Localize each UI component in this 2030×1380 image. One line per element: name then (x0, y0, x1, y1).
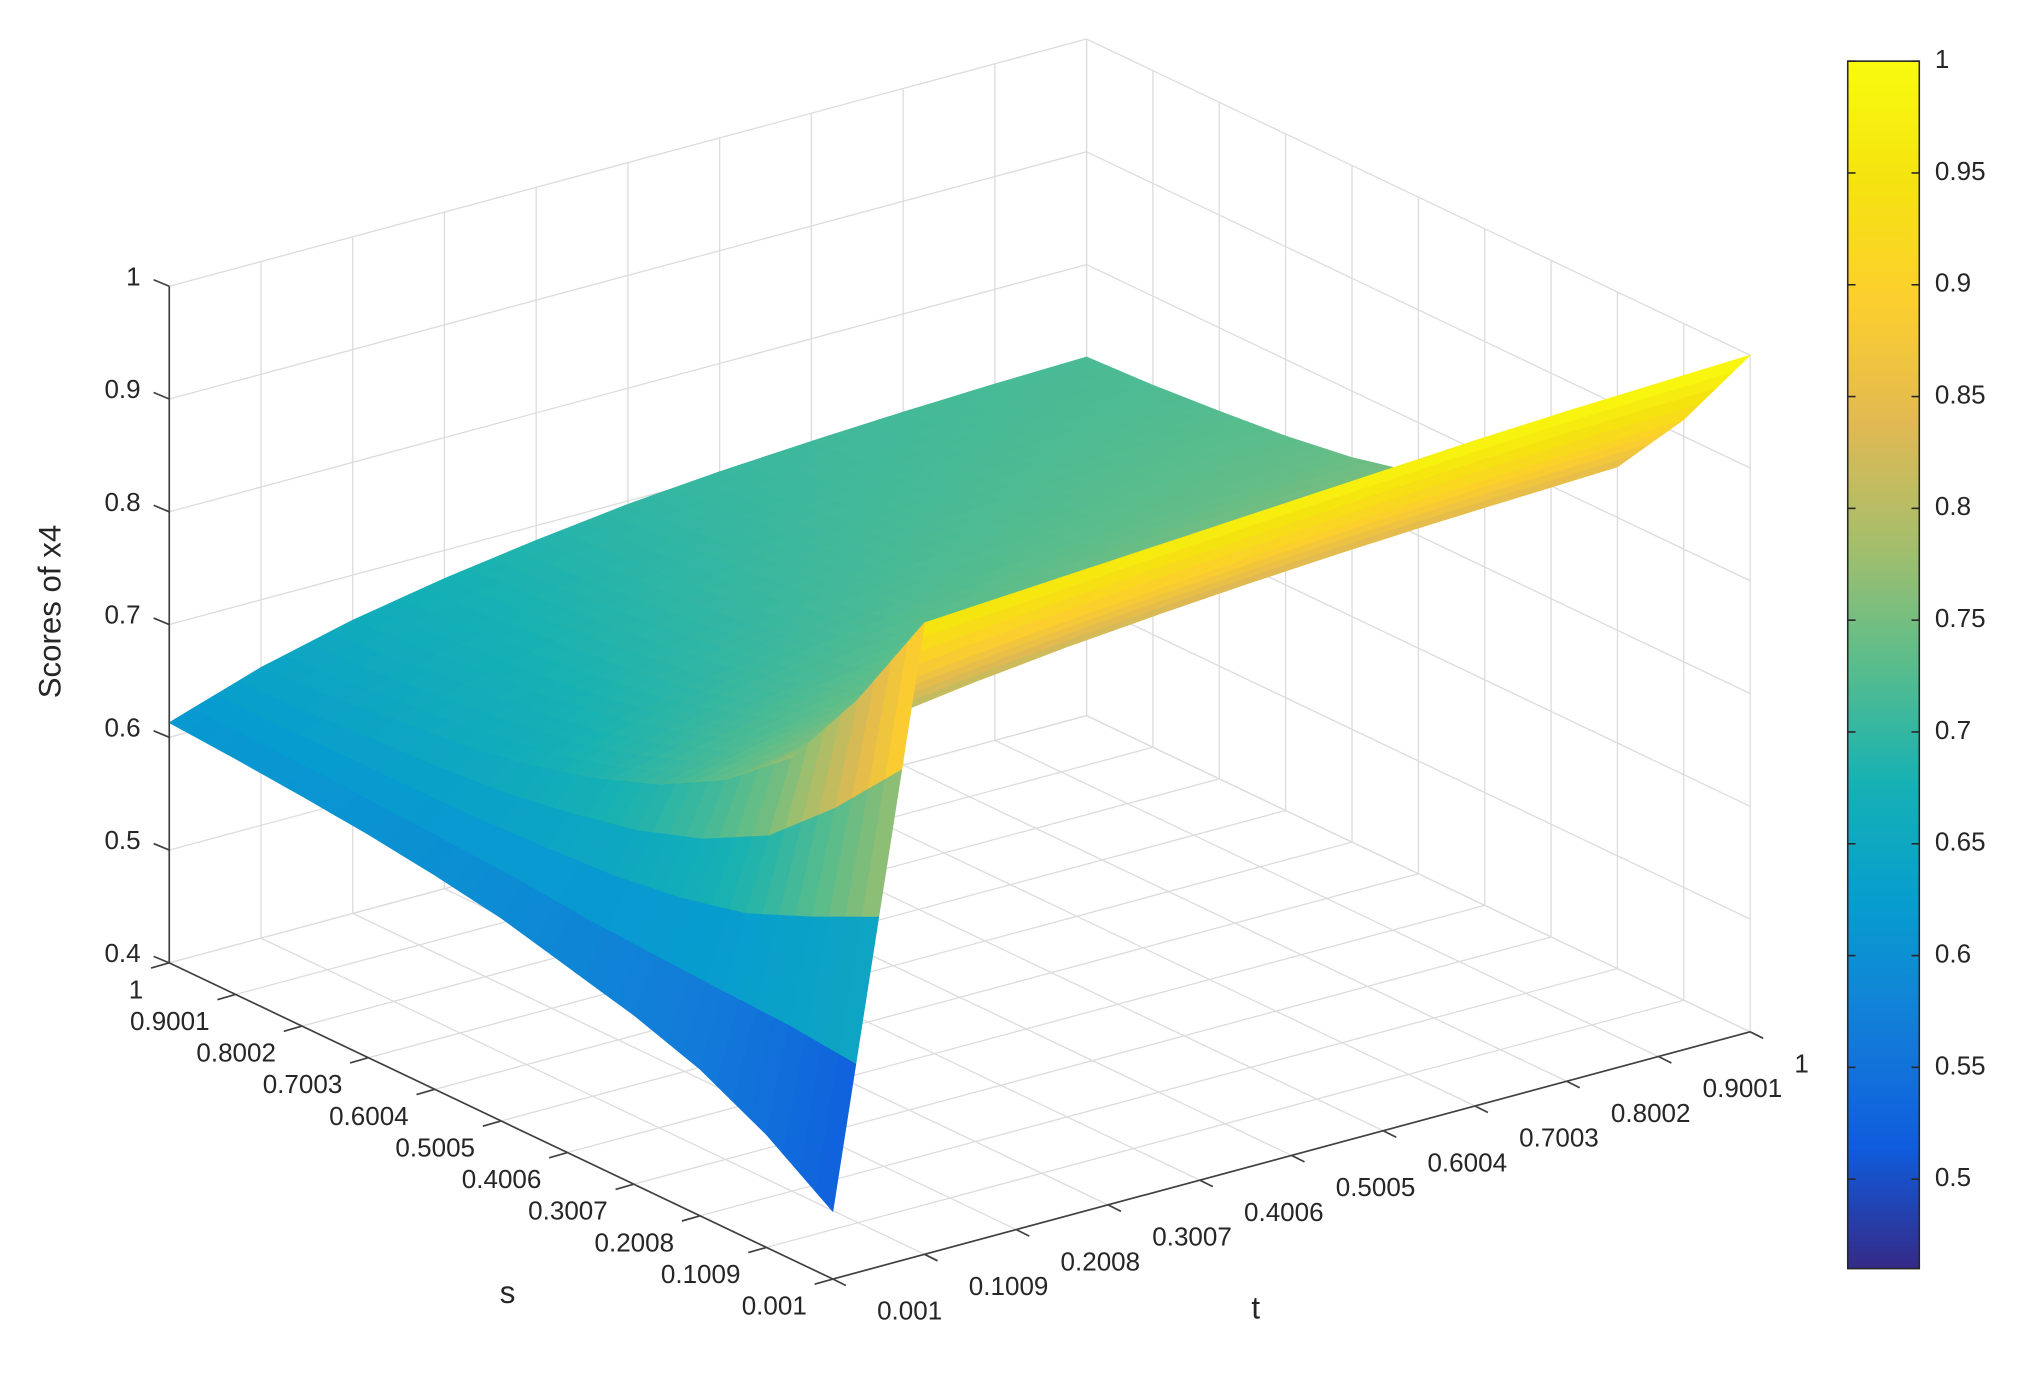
grid-line (169, 151, 1087, 400)
grid-line (169, 38, 1087, 287)
y-tick-label: 0.5005 (395, 1132, 475, 1162)
colorbar-tick-label: 1 (1935, 44, 1949, 74)
x-tick (1749, 1031, 1764, 1040)
colorbar-tick-label: 0.85 (1935, 379, 1986, 409)
colorbar-tick-label: 0.9 (1935, 268, 1971, 298)
y-tick (814, 1278, 834, 1286)
x-tick-label: 1 (1794, 1049, 1808, 1079)
x-tick-label: 0.1009 (969, 1271, 1049, 1301)
x-tick-label: 0.3007 (1152, 1222, 1232, 1252)
x-tick (1474, 1105, 1489, 1114)
grid-line (994, 739, 1659, 1058)
y-tick-label: 0.7003 (263, 1069, 343, 1099)
grid-line (1086, 263, 1751, 582)
y-tick (681, 1214, 701, 1222)
y-tick (349, 1056, 369, 1064)
grid-line (352, 912, 1017, 1231)
z-tick-label: 0.9 (104, 374, 140, 404)
z-tick-label: 0.7 (104, 600, 140, 630)
y-tick (217, 993, 236, 1001)
colorbar-tick-label: 0.55 (1935, 1050, 1986, 1080)
colorbar (1846, 60, 1921, 1270)
x-tick (1107, 1204, 1122, 1213)
x-tick-label: 0.4006 (1244, 1197, 1324, 1227)
grid-line (1086, 602, 1751, 920)
x-tick (832, 1278, 847, 1287)
y-tick-label: 0.1009 (661, 1259, 741, 1289)
z-axis-label: Scores of x4 (32, 525, 67, 699)
x-tick-label: 0.2008 (1061, 1246, 1141, 1276)
colorbar-tick-label: 0.7 (1935, 715, 1971, 745)
z-tick (153, 504, 170, 513)
z-tick (153, 278, 170, 288)
y-tick (283, 1025, 303, 1033)
axes: 0.40.50.60.70.80.910.0010.10090.20080.30… (104, 261, 1808, 1325)
y-tick (548, 1151, 568, 1159)
y-tick (416, 1088, 435, 1096)
z-tick-label: 0.4 (104, 938, 140, 968)
x-tick-label: 0.8002 (1611, 1098, 1691, 1128)
y-tick-label: 0.2008 (595, 1227, 675, 1257)
x-axis-label: t (1251, 1291, 1260, 1326)
z-tick-label: 0.5 (104, 825, 140, 855)
y-tick-label: 0.9001 (130, 1006, 210, 1036)
x-tick (1658, 1055, 1672, 1064)
colorbar-tick-label: 0.8 (1935, 491, 1971, 521)
z-tick-label: 1 (126, 261, 140, 291)
x-axis (832, 1030, 1751, 1280)
y-tick-label: 1 (129, 974, 143, 1004)
y-tick-label: 0.3007 (528, 1196, 608, 1226)
grid-line (1086, 38, 1751, 356)
x-tick (1566, 1080, 1581, 1089)
grid-line (260, 937, 925, 1255)
y-tick (482, 1120, 502, 1127)
y-tick-label: 0.6004 (329, 1101, 409, 1131)
y-tick-label: 0.4006 (462, 1164, 542, 1194)
y-tick-label: 0.8002 (196, 1038, 276, 1068)
y-tick (615, 1183, 634, 1191)
surface-patch (815, 1054, 857, 1212)
grid-line (811, 789, 1476, 1107)
z-tick (153, 391, 170, 400)
colorbar-tick-label: 0.95 (1935, 156, 1986, 186)
x-tick (1199, 1179, 1214, 1188)
x-tick-label: 0.5005 (1336, 1172, 1416, 1202)
z-tick (153, 955, 170, 964)
y-axis-label: s (500, 1275, 516, 1310)
x-tick-label: 0.9001 (1703, 1073, 1783, 1103)
colorbar-tick-label: 0.65 (1935, 827, 1986, 857)
x-tick-label: 0.001 (877, 1296, 942, 1326)
z-tick-label: 0.6 (104, 712, 140, 742)
z-tick-label: 0.8 (104, 487, 140, 517)
colorbar-tick-label: 0.5 (1935, 1162, 1971, 1192)
x-tick (1382, 1129, 1397, 1138)
y-tick-label: 0.001 (742, 1291, 807, 1321)
x-tick (1015, 1228, 1030, 1237)
z-tick (153, 842, 170, 851)
z-tick (153, 730, 170, 739)
colorbar-tick-label: 0.75 (1935, 603, 1986, 633)
grid-line (169, 263, 1087, 513)
y-tick (748, 1246, 767, 1254)
colorbar-tick-label: 0.6 (1935, 938, 1971, 968)
x-tick (1291, 1154, 1305, 1163)
grid-line (1086, 715, 1751, 1033)
z-tick (153, 617, 170, 626)
x-tick-label: 0.7003 (1519, 1123, 1599, 1153)
grid-line (902, 764, 1567, 1082)
y-tick (150, 962, 170, 969)
x-tick-label: 0.6004 (1427, 1147, 1507, 1177)
x-tick (924, 1253, 938, 1262)
surface (168, 354, 1751, 1212)
